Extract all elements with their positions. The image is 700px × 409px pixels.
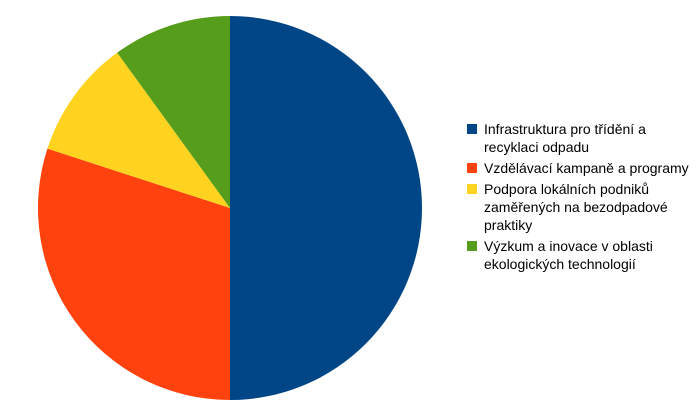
- legend-label: Výzkum a inovace v oblasti ekologických …: [484, 238, 653, 272]
- legend: Infrastruktura pro třídění a recyklaci o…: [467, 120, 697, 276]
- legend-label: Vzdělávací kampaně a programy: [484, 160, 689, 176]
- legend-swatch: [467, 124, 477, 134]
- legend-item: Podpora lokálních podniků zaměřených na …: [467, 180, 697, 234]
- legend-item: Vzdělávací kampaně a programy: [467, 159, 697, 177]
- pie-slice-3: [47, 52, 231, 208]
- pie-slice-1: [230, 16, 422, 400]
- legend-label: Infrastruktura pro třídění a recyklaci o…: [484, 121, 646, 155]
- legend-swatch: [467, 184, 477, 194]
- legend-swatch: [467, 163, 477, 173]
- pie-slice-4: [117, 16, 230, 208]
- pie-slice-2: [38, 148, 230, 400]
- legend-swatch: [467, 241, 477, 251]
- legend-item: Infrastruktura pro třídění a recyklaci o…: [467, 120, 697, 156]
- legend-item: Výzkum a inovace v oblasti ekologických …: [467, 237, 697, 273]
- legend-label: Podpora lokálních podniků zaměřených na …: [484, 181, 668, 233]
